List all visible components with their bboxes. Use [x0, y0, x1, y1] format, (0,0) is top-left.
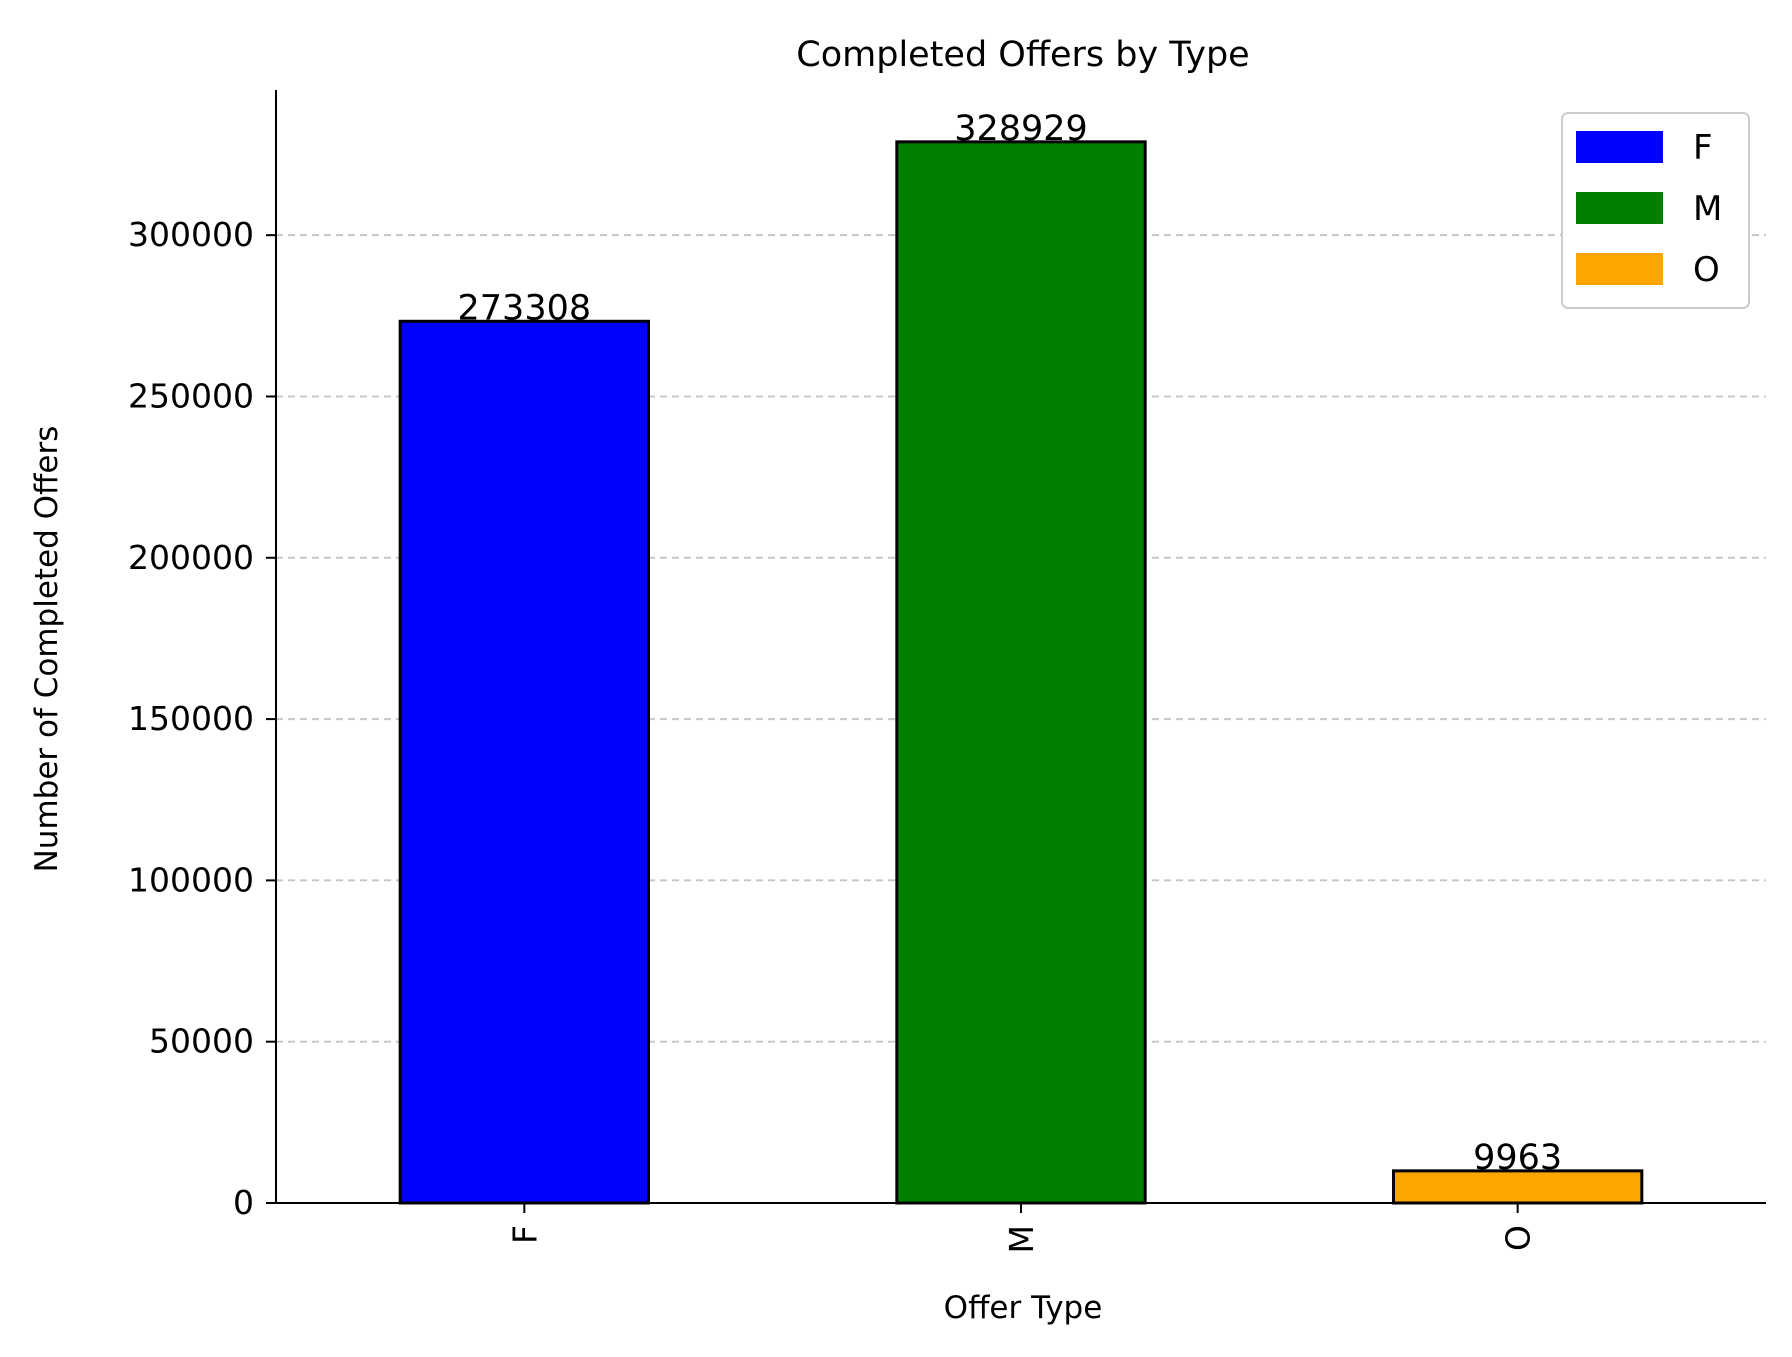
x-tick-label-m: M — [1002, 1225, 1041, 1253]
legend-label-o: O — [1693, 250, 1720, 290]
y-tick-label: 150000 — [128, 699, 254, 738]
data-label-f: 273308 — [458, 288, 592, 328]
x-tick-label-o: O — [1499, 1225, 1538, 1251]
x-axis-label: Offer Type — [944, 1290, 1103, 1326]
bar-m — [895, 140, 1147, 1205]
bar-o — [1392, 1169, 1644, 1205]
legend-label-m: M — [1693, 189, 1722, 229]
legend-swatch-m — [1576, 192, 1663, 224]
y-tick-label: 300000 — [128, 215, 254, 254]
data-labels: 273308 328929 9963 — [458, 109, 1563, 1178]
y-axis-label: Number of Completed Offers — [29, 426, 65, 873]
legend-swatch-f — [1576, 131, 1663, 163]
y-tick-label: 200000 — [128, 538, 254, 577]
bar-f — [398, 319, 650, 1205]
chart-title: Completed Offers by Type — [796, 35, 1249, 75]
x-tick-label-f: F — [505, 1225, 544, 1244]
y-tick-label: 100000 — [128, 860, 254, 899]
legend: FMO — [1561, 112, 1750, 309]
legend-swatch-o — [1576, 253, 1663, 285]
y-tick-label: 0 — [233, 1183, 254, 1222]
legend-label-f: F — [1693, 128, 1713, 168]
y-tick-label: 50000 — [149, 1022, 254, 1061]
data-label-m: 328929 — [954, 109, 1088, 149]
data-label-o: 9963 — [1473, 1138, 1562, 1178]
y-tick-label: 250000 — [128, 376, 254, 415]
